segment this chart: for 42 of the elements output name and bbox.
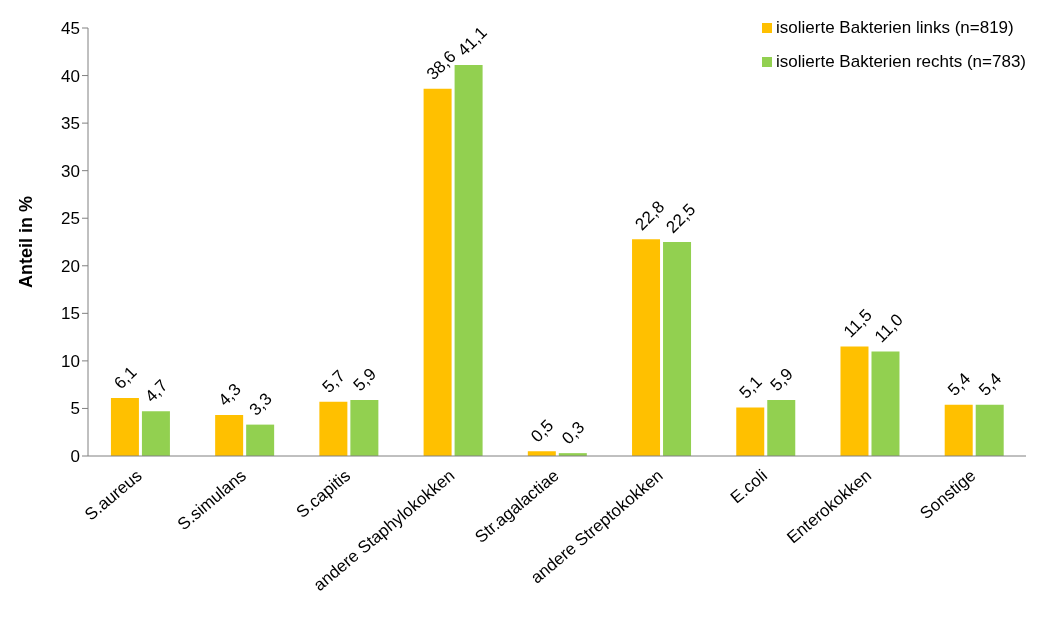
bar	[632, 239, 661, 456]
bar	[944, 404, 973, 456]
bar	[975, 404, 1004, 456]
data-label: 5,1	[735, 372, 766, 403]
data-label: 38,6	[422, 46, 460, 84]
bar	[350, 399, 379, 456]
data-label: 5,4	[975, 369, 1006, 400]
bar	[141, 411, 170, 456]
bar	[319, 401, 348, 456]
bar	[110, 397, 139, 456]
legend-label: isolierte Bakterien links (n=819)	[776, 18, 1014, 38]
y-tick-label: 40	[61, 66, 80, 86]
y-tick-label: 45	[61, 19, 80, 39]
bar	[871, 351, 900, 456]
y-tick-label: 25	[61, 209, 80, 229]
data-label: 0,3	[558, 417, 589, 448]
data-label: 5,9	[766, 364, 797, 395]
data-label: 5,9	[349, 364, 380, 395]
bar	[215, 415, 244, 456]
data-label: 4,7	[141, 375, 172, 407]
y-tick-label: 0	[70, 447, 80, 467]
bar	[663, 242, 692, 456]
data-label: 5,7	[318, 366, 349, 397]
y-tick-label: 35	[61, 114, 80, 134]
y-tick-label: 15	[61, 304, 80, 324]
y-tick-label: 20	[61, 256, 80, 276]
bar	[736, 407, 765, 456]
legend-label: isolierte Bakterien rechts (n=783)	[776, 52, 1026, 72]
y-tick-label: 5	[70, 399, 80, 419]
bar	[454, 65, 483, 456]
bar	[840, 346, 869, 456]
data-label: 3,3	[245, 389, 276, 420]
y-axis-title: Anteil in %	[16, 195, 37, 289]
y-tick-label: 10	[61, 351, 80, 371]
bar	[423, 88, 452, 456]
bar	[767, 399, 796, 456]
data-label: 5,4	[944, 369, 975, 400]
data-label: 6,1	[110, 362, 141, 393]
data-label: 4,3	[214, 379, 245, 410]
bar	[246, 424, 275, 456]
data-label: 0,5	[527, 415, 558, 447]
y-tick-label: 30	[61, 161, 80, 181]
